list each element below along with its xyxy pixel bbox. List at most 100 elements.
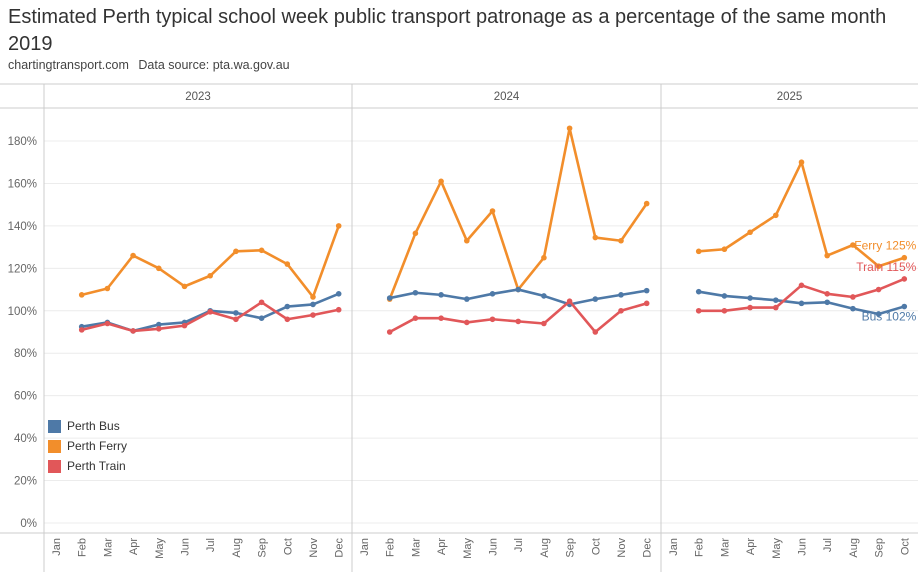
y-tick-label: 180%	[8, 136, 37, 148]
data-point	[875, 286, 882, 293]
data-point	[515, 286, 521, 293]
annotation-perth-bus: Bus 102%	[862, 310, 917, 324]
y-tick-label: 0%	[20, 518, 37, 530]
data-point	[721, 293, 728, 299]
annotation-perth-ferry: Ferry 125%	[854, 239, 916, 253]
data-point	[875, 311, 882, 317]
data-point	[310, 301, 316, 308]
data-point	[438, 178, 444, 185]
data-point	[850, 305, 856, 312]
data-point	[592, 329, 599, 335]
y-tick-label: 20%	[14, 476, 37, 488]
data-point	[773, 212, 779, 219]
x-tick-label: Apr	[128, 538, 140, 555]
x-tick-label: Oct	[899, 538, 911, 555]
x-tick-label: Feb	[694, 538, 706, 557]
y-tick-label: 120%	[8, 263, 37, 275]
annotation-perth-train: Train 115%	[856, 260, 916, 274]
x-tick-label: Jul	[822, 538, 834, 552]
data-point	[335, 223, 342, 229]
data-point	[233, 316, 239, 323]
data-point	[438, 292, 444, 298]
x-tick-label: Jul	[205, 538, 217, 552]
data-point	[515, 318, 521, 325]
data-point	[798, 159, 805, 166]
data-point	[850, 294, 856, 300]
data-point	[695, 307, 702, 314]
x-tick-label: Sep	[257, 538, 269, 558]
x-tick-label: Jun	[797, 538, 809, 556]
data-point	[643, 287, 650, 294]
data-point	[386, 329, 393, 335]
data-point	[130, 328, 136, 334]
data-point	[104, 320, 111, 327]
data-point	[412, 289, 419, 296]
legend-swatch-ferry	[48, 439, 61, 453]
data-point	[489, 291, 496, 297]
data-point	[618, 292, 624, 298]
data-point	[541, 320, 547, 327]
x-tick-label: Oct	[282, 538, 294, 555]
data-point	[310, 294, 316, 300]
legend-item-ferry[interactable]: Perth Ferry	[48, 436, 127, 456]
legend-label-ferry: Perth Ferry	[67, 439, 128, 453]
chart-title: Estimated Perth typical school week publ…	[8, 6, 887, 55]
data-point	[181, 283, 188, 290]
data-point	[156, 265, 162, 272]
x-tick-label: Oct	[590, 538, 602, 555]
y-tick-label: 140%	[8, 221, 37, 233]
panel-header-2025: 2025	[777, 91, 803, 103]
data-point	[78, 292, 85, 298]
series-line-perth-train	[389, 299, 648, 334]
data-point	[412, 230, 419, 237]
x-tick-label: Aug	[848, 538, 860, 558]
data-point	[901, 276, 908, 282]
data-point	[773, 297, 779, 303]
x-tick-label: Jan	[51, 538, 63, 556]
legend-swatch-bus	[48, 419, 61, 433]
data-point	[541, 254, 547, 261]
data-point	[747, 229, 753, 236]
data-point	[258, 299, 265, 306]
y-tick-label: 160%	[8, 178, 37, 190]
data-point	[618, 237, 624, 244]
x-tick-label: Dec	[642, 538, 654, 558]
data-point	[489, 208, 496, 214]
data-point	[618, 307, 624, 314]
data-point	[412, 315, 419, 322]
data-point	[233, 310, 239, 316]
data-point	[875, 263, 882, 270]
x-tick-label: Nov	[616, 538, 628, 558]
data-point	[386, 295, 393, 301]
series-line-perth-ferry	[81, 225, 340, 299]
y-tick-label: 60%	[14, 391, 37, 403]
x-tick-label: Feb	[77, 538, 89, 557]
data-point	[721, 307, 728, 314]
x-tick-label: Jun	[488, 538, 500, 556]
y-tick-label: 40%	[14, 433, 37, 445]
legend-item-train[interactable]: Perth Train	[48, 456, 127, 476]
x-tick-label: Jan	[359, 538, 371, 556]
data-point	[824, 299, 830, 306]
data-point	[721, 246, 728, 253]
data-point	[695, 248, 702, 255]
data-point	[335, 291, 342, 297]
data-point	[850, 242, 856, 248]
data-point	[130, 252, 136, 259]
data-point	[566, 125, 573, 132]
data-point	[541, 293, 547, 299]
x-tick-label: May	[462, 538, 474, 559]
x-tick-label: Jul	[513, 538, 525, 552]
x-tick-label: Apr	[745, 538, 757, 555]
series-line-perth-ferry	[388, 126, 648, 300]
source-site[interactable]: chartingtransport.com	[8, 58, 129, 72]
data-source-label: Data source: pta.wa.gov.au	[138, 58, 290, 72]
data-point	[207, 272, 213, 279]
data-point	[156, 326, 162, 332]
x-tick-label: Aug	[539, 538, 551, 558]
data-point	[464, 296, 470, 302]
data-point	[258, 315, 265, 322]
legend-item-bus[interactable]: Perth Bus	[48, 416, 127, 436]
x-tick-label: Sep	[874, 538, 886, 558]
